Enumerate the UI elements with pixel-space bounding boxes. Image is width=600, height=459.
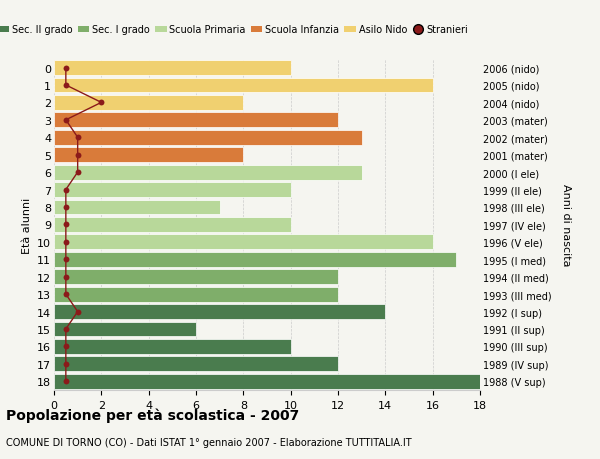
Bar bbox=[54, 183, 290, 197]
Bar bbox=[54, 304, 385, 319]
Point bbox=[61, 221, 71, 229]
Bar bbox=[54, 252, 457, 267]
Bar bbox=[54, 148, 244, 163]
Bar bbox=[54, 61, 290, 76]
Bar bbox=[54, 374, 480, 389]
Point bbox=[61, 274, 71, 281]
Point bbox=[61, 186, 71, 194]
Bar bbox=[54, 322, 196, 336]
Legend: Sec. II grado, Sec. I grado, Scuola Primaria, Scuola Infanzia, Asilo Nido, Stran: Sec. II grado, Sec. I grado, Scuola Prim… bbox=[0, 22, 472, 39]
Point bbox=[61, 256, 71, 263]
Bar bbox=[54, 113, 338, 128]
Point bbox=[61, 117, 71, 124]
Bar bbox=[54, 130, 362, 146]
Point bbox=[61, 65, 71, 72]
Point bbox=[61, 82, 71, 90]
Bar bbox=[54, 357, 338, 371]
Bar bbox=[54, 200, 220, 215]
Bar bbox=[54, 287, 338, 302]
Point bbox=[61, 378, 71, 385]
Point bbox=[73, 151, 82, 159]
Bar bbox=[54, 78, 433, 93]
Point bbox=[61, 204, 71, 211]
Y-axis label: Età alunni: Età alunni bbox=[22, 197, 32, 253]
Point bbox=[61, 343, 71, 350]
Y-axis label: Anni di nascita: Anni di nascita bbox=[561, 184, 571, 266]
Point bbox=[73, 308, 82, 315]
Bar bbox=[54, 218, 290, 232]
Point bbox=[73, 134, 82, 142]
Text: Popolazione per età scolastica - 2007: Popolazione per età scolastica - 2007 bbox=[6, 407, 299, 422]
Text: COMUNE DI TORNO (CO) - Dati ISTAT 1° gennaio 2007 - Elaborazione TUTTITALIA.IT: COMUNE DI TORNO (CO) - Dati ISTAT 1° gen… bbox=[6, 437, 412, 447]
Bar bbox=[54, 270, 338, 285]
Bar bbox=[54, 235, 433, 250]
Point bbox=[73, 169, 82, 176]
Bar bbox=[54, 339, 290, 354]
Bar bbox=[54, 165, 362, 180]
Point bbox=[97, 100, 106, 107]
Point bbox=[61, 239, 71, 246]
Point bbox=[61, 360, 71, 368]
Point bbox=[61, 325, 71, 333]
Bar bbox=[54, 96, 244, 111]
Point bbox=[61, 291, 71, 298]
